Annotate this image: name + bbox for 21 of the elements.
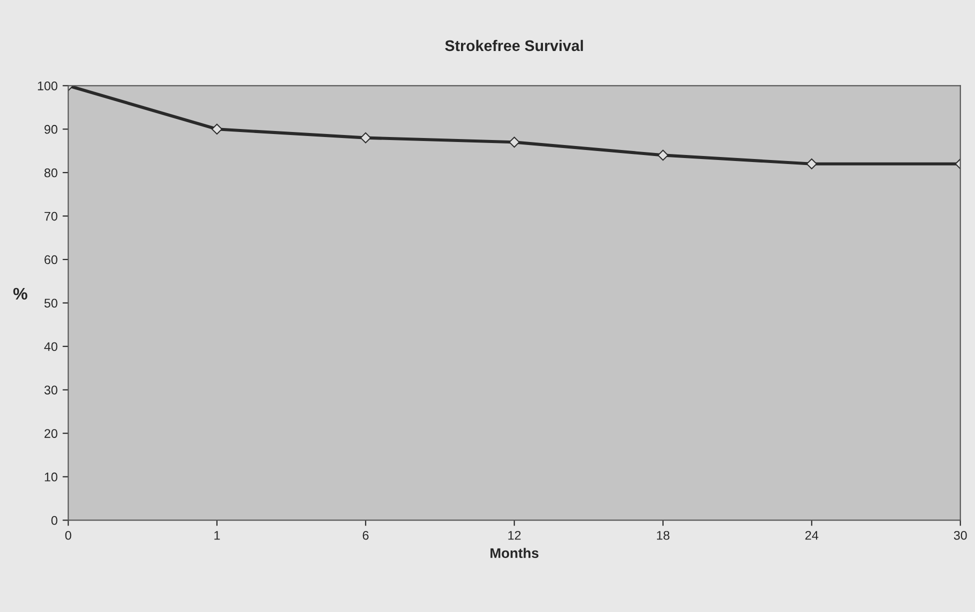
x-tick-label: 0 [65,530,72,540]
x-axis-title: Months [490,548,538,558]
x-tick-label: 30 [954,530,967,540]
y-tick-label: 50 [44,298,58,308]
y-tick-label: 0 [51,516,58,525]
y-tick-label: 20 [44,429,58,438]
x-tick-label: 12 [508,530,521,540]
y-tick-label: 10 [44,472,58,482]
y-tick-label: 90 [44,124,58,134]
y-tick-label: 60 [44,255,58,264]
x-tick-label: 18 [657,530,670,540]
x-tick-label: 6 [362,530,369,540]
y-tick-label: 100 [38,81,58,90]
y-axis-title: % [13,288,28,300]
y-tick-label: 30 [44,386,58,394]
y-tick-label: 70 [44,212,58,221]
x-tick-label: 1 [214,531,220,540]
y-tick-label: 40 [44,342,58,352]
chart-title: Strokefree Survival [445,40,583,52]
y-tick-label: 80 [44,168,58,178]
x-tick-label: 24 [805,530,818,540]
